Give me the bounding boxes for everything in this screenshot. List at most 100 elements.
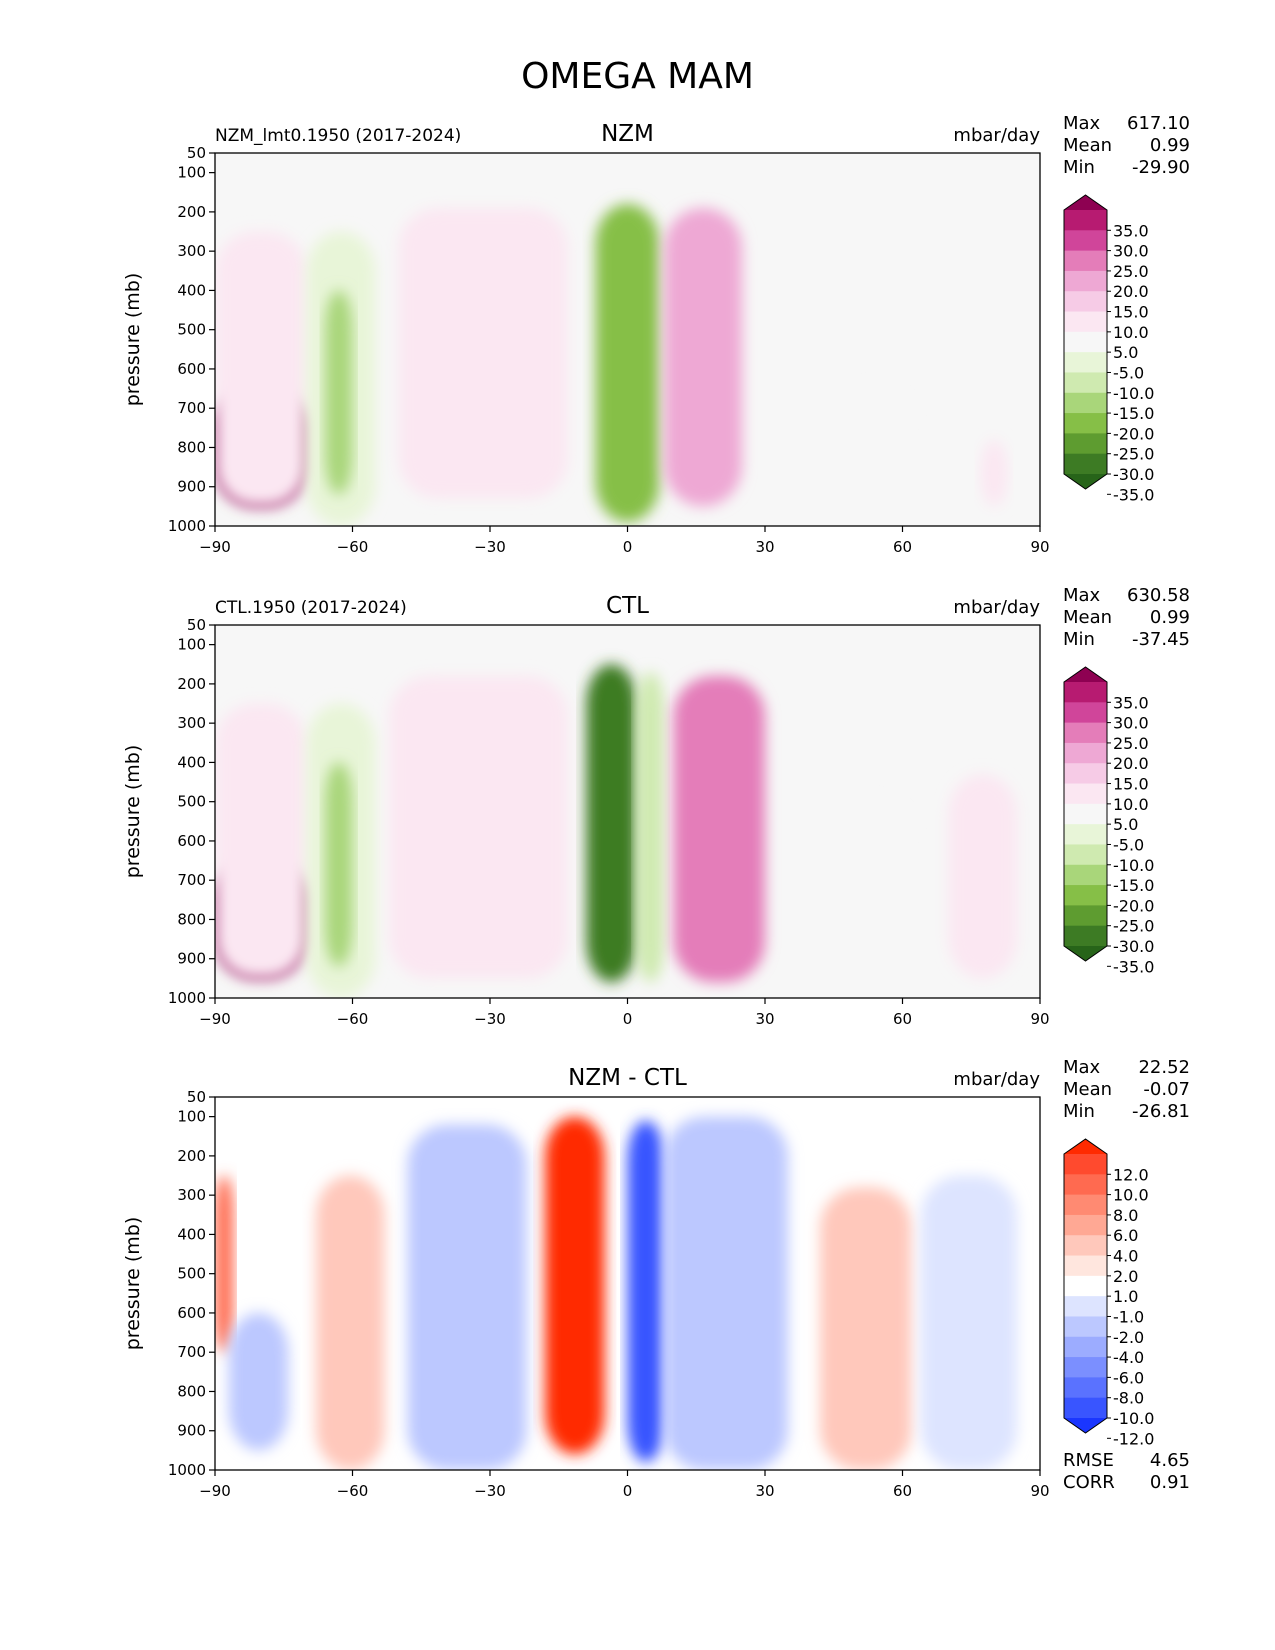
colorbar-label: -30.0: [1113, 937, 1154, 956]
x-tick-label: −60: [337, 538, 369, 556]
x-tick-label: 30: [755, 1010, 774, 1028]
y-tick-label: 700: [177, 1343, 206, 1361]
colorbar-label: 5.0: [1113, 343, 1138, 362]
y-tick-label: 900: [177, 1422, 206, 1440]
colorbar-block: [1064, 1336, 1107, 1358]
contour-cell-7: [664, 207, 743, 507]
stat-min-label: Min: [1063, 157, 1095, 178]
stat-mean-label: Mean: [1063, 135, 1112, 156]
colorbar-block: [1064, 1174, 1107, 1196]
stat-min-label: Min: [1063, 1101, 1095, 1122]
contour-cell-9: [920, 1175, 1018, 1470]
colorbar-label: -25.0: [1113, 445, 1154, 464]
colorbar-block: [1064, 783, 1107, 805]
colorbar-label: 30.0: [1113, 714, 1149, 733]
colorbar-label: 10.0: [1113, 1186, 1149, 1205]
x-tick-label: 0: [623, 1010, 633, 1028]
x-tick-label: −90: [199, 1482, 231, 1500]
y-tick-label: 1000: [168, 1461, 206, 1479]
contour-cell-6: [595, 204, 660, 523]
stat-corr-label: CORR: [1063, 1472, 1115, 1493]
colorbar-label: -5.0: [1113, 835, 1144, 854]
x-tick-label: 60: [893, 1010, 912, 1028]
colorbar-label: -15.0: [1113, 404, 1154, 423]
colorbar-block: [1064, 905, 1107, 927]
colorbar-label: 35.0: [1113, 693, 1149, 712]
colorbar-label: -35.0: [1113, 957, 1154, 976]
colorbar-block: [1064, 803, 1107, 825]
colorbar-block: [1064, 864, 1107, 886]
colorbar-block: [1064, 250, 1107, 272]
x-tick-label: −60: [337, 1010, 369, 1028]
contour-cell-8: [833, 388, 912, 526]
colorbar-label: 20.0: [1113, 754, 1149, 773]
panel-title: CTL: [606, 593, 649, 619]
figure-title: OMEGA MAM: [521, 56, 754, 97]
contour-cells: [215, 204, 1008, 526]
x-tick-label: 0: [623, 1482, 633, 1500]
y-axis-label: pressure (mb): [122, 745, 144, 879]
colorbar-label: -20.0: [1113, 424, 1154, 443]
colorbar-label: 20.0: [1113, 282, 1149, 301]
x-tick-label: −60: [337, 1482, 369, 1500]
stat-min-label: Min: [1063, 629, 1095, 650]
x-tick-label: 90: [1030, 538, 1049, 556]
colorbar-label: -20.0: [1113, 896, 1154, 915]
colorbar-label: 4.0: [1113, 1247, 1138, 1266]
panel-title: NZM: [601, 121, 654, 147]
x-tick-label: 60: [893, 538, 912, 556]
y-tick-label: 800: [177, 1382, 206, 1400]
contour-cell-8: [673, 676, 765, 983]
colorbar-label: 1.0: [1113, 1287, 1138, 1306]
y-tick-label: 400: [177, 281, 206, 299]
colorbar-label: -10.0: [1113, 384, 1154, 403]
colorbar-block: [1064, 210, 1107, 231]
y-axis-label: pressure (mb): [122, 1217, 144, 1351]
colorbar-label: -35.0: [1113, 485, 1154, 504]
contour-cell-9: [833, 801, 912, 998]
colorbar-block: [1064, 413, 1107, 434]
y-tick-label: 800: [177, 438, 206, 456]
y-tick-label: 600: [177, 1304, 206, 1322]
contour-cells: [215, 1116, 1018, 1470]
contour-cell-5: [389, 676, 568, 979]
contour-cells: [215, 664, 1018, 998]
colorbar: 35.0 30.025.020.0 15.010.05.0-5.0 -10.0-15.…: [1063, 194, 1154, 504]
colorbar-label: 10.0: [1113, 323, 1149, 342]
contour-cell-8: [820, 1187, 912, 1470]
colorbar-label: -6.0: [1113, 1368, 1144, 1387]
y-tick-label: 200: [177, 203, 206, 221]
colorbar-label: 5.0: [1113, 815, 1138, 834]
contour-cell-2: [215, 703, 307, 979]
contour-cell-4: [407, 1124, 527, 1470]
colorbar-block: [1064, 1377, 1107, 1399]
contour-cell-6: [627, 1120, 665, 1463]
colorbar-block: [1064, 885, 1107, 906]
y-tick-label: 900: [177, 478, 206, 496]
x-tick-label: 60: [893, 1482, 912, 1500]
colorbar-block: [1064, 1357, 1107, 1378]
y-tick-label: 600: [177, 360, 206, 378]
contour-cell-4: [325, 290, 353, 495]
colorbar-block: [1064, 270, 1107, 292]
contour-cell-9: [980, 439, 1008, 507]
colorbar-block: [1064, 702, 1107, 724]
stat-mean-value: -0.07: [1143, 1079, 1190, 1100]
colorbar-block: [1064, 682, 1107, 703]
colorbar-label: 2.0: [1113, 1267, 1138, 1286]
y-tick-label: 700: [177, 399, 206, 417]
colorbar: 12.0 10.08.06.0 4.02.01.0-1.0 -2.0-4.0-6.0 -…: [1063, 1138, 1154, 1448]
colorbar-label: 6.0: [1113, 1226, 1138, 1245]
contour-cell-2: [215, 231, 307, 507]
contour-cell-7: [664, 1116, 788, 1470]
stat-max-value: 630.58: [1127, 585, 1190, 606]
y-tick-label: 500: [177, 793, 206, 811]
colorbar-label: 12.0: [1113, 1165, 1149, 1184]
y-tick-label: 400: [177, 1225, 206, 1243]
colorbar: 35.0 30.025.020.0 15.010.05.0-5.0 -10.0-15.…: [1063, 666, 1154, 976]
x-tick-label: 30: [755, 538, 774, 556]
x-tick-label: −30: [474, 538, 506, 556]
stat-max-label: Max: [1063, 113, 1101, 134]
colorbar-label: -10.0: [1113, 856, 1154, 875]
